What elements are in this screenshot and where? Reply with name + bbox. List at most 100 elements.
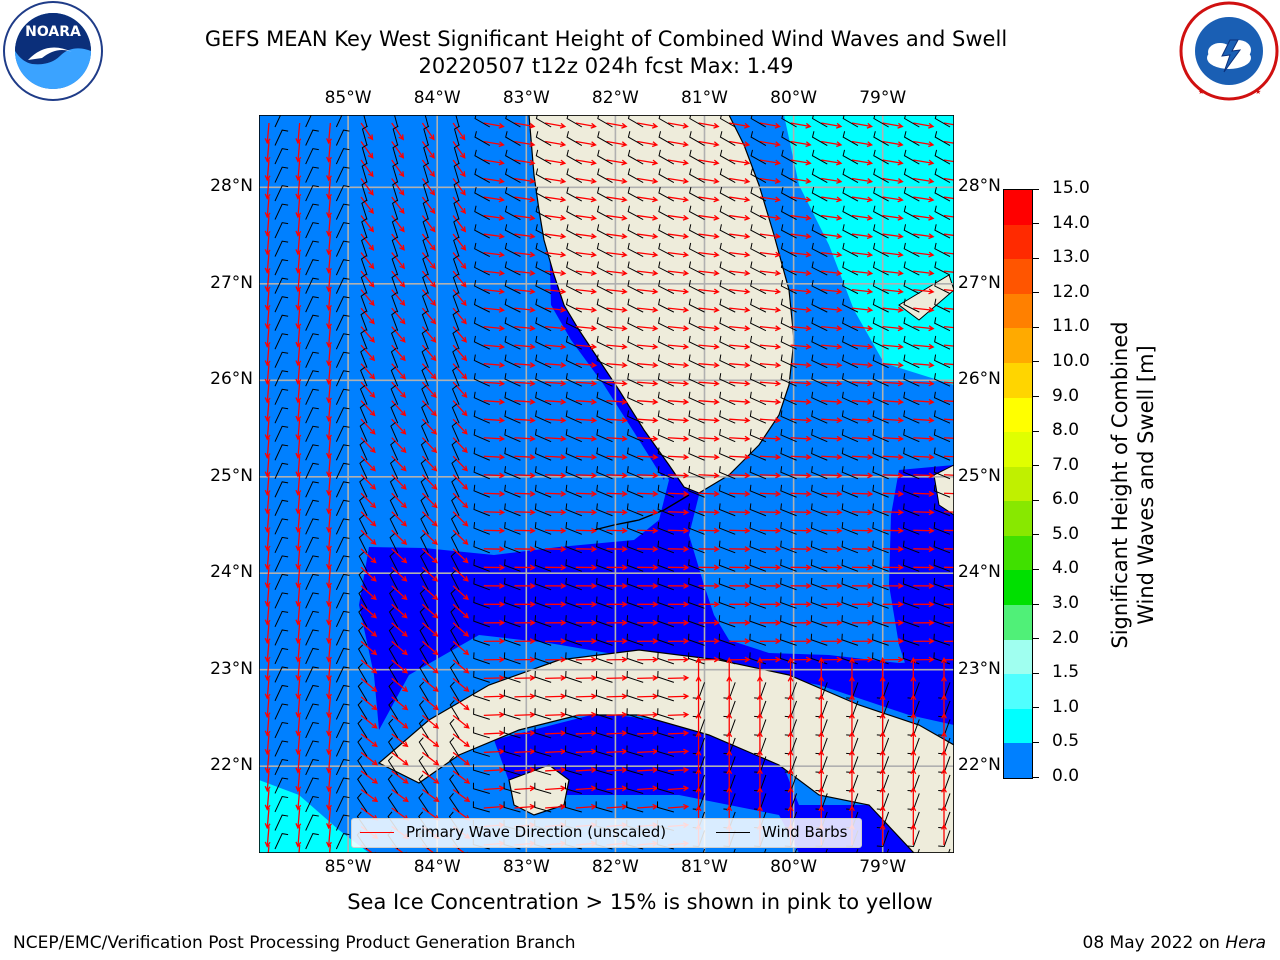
wave-direction-arrow <box>421 270 436 288</box>
wind-barb <box>872 559 889 572</box>
wind-barb <box>873 186 889 202</box>
colorbar-tick-label: 6.0 <box>1052 489 1080 510</box>
wave-direction-arrow <box>360 159 374 178</box>
wave-direction-arrow <box>790 601 812 608</box>
wind-barb <box>933 428 951 443</box>
wind-barb <box>565 354 583 369</box>
wind-barb <box>750 317 767 332</box>
wave-direction-arrow <box>729 177 751 184</box>
wind-barb <box>274 444 289 461</box>
wind-barb <box>780 410 797 424</box>
wind-barb <box>842 298 859 313</box>
wave-direction-arrow <box>545 325 567 332</box>
wind-barb <box>596 261 613 276</box>
wind-barb <box>418 737 429 757</box>
wind-barb <box>872 447 889 461</box>
wave-direction-arrow <box>575 454 598 461</box>
wave-direction-arrow <box>821 398 843 405</box>
wind-barb <box>422 162 429 183</box>
wave-direction-arrow <box>667 619 690 626</box>
wave-direction-arrow <box>360 788 379 803</box>
wave-direction-arrow <box>545 582 567 589</box>
wind-barb <box>335 351 350 368</box>
wind-barb <box>452 310 460 331</box>
wind-barb <box>719 149 736 165</box>
wave-direction-arrow <box>848 712 855 734</box>
wind-barb <box>453 125 460 146</box>
wave-direction-arrow <box>790 140 812 148</box>
wave-direction-arrow <box>729 527 751 534</box>
wind-barb <box>719 115 736 128</box>
wave-direction-arrow <box>943 622 954 624</box>
wave-direction-arrow <box>695 712 702 734</box>
wave-direction-arrow <box>295 252 302 274</box>
wind-barb <box>626 801 644 813</box>
wave-direction-arrow <box>326 733 332 756</box>
latitude-tick-label: 25°N <box>958 465 1001 486</box>
wave-direction-arrow <box>698 380 720 387</box>
wave-direction-arrow <box>851 270 874 276</box>
wind-barb <box>474 205 491 221</box>
wind-barb <box>390 421 399 442</box>
wave-direction-arrow <box>391 585 408 601</box>
wind-barb <box>566 149 583 165</box>
wave-direction-arrow <box>483 140 505 148</box>
wave-direction-arrow <box>391 159 405 178</box>
wave-direction-arrow <box>606 509 628 516</box>
wave-direction-arrow <box>882 325 904 332</box>
wind-barb <box>719 428 736 443</box>
wind-barb <box>780 503 797 517</box>
wave-direction-arrow <box>391 714 409 729</box>
wind-barb <box>657 354 675 369</box>
wave-direction-arrow <box>421 363 437 380</box>
wind-barb <box>503 726 521 739</box>
wind-barb <box>657 410 675 424</box>
wind-barb <box>688 559 705 572</box>
wave-direction-arrow <box>729 417 751 424</box>
wave-direction-arrow <box>941 805 947 827</box>
wind-barb <box>305 462 319 479</box>
wave-direction-arrow <box>391 751 409 766</box>
wind-barb <box>274 740 289 757</box>
wind-barb <box>780 335 797 350</box>
wind-barb <box>626 522 644 535</box>
wave-direction-arrow <box>575 490 598 497</box>
wave-direction-arrow <box>606 564 628 571</box>
sea-ice-note: Sea Ice Concentration > 15% is shown in … <box>347 890 933 914</box>
wave-direction-arrow <box>790 196 812 203</box>
wind-barb <box>903 242 920 258</box>
wind-barb <box>474 131 491 146</box>
wave-direction-arrow <box>667 214 690 221</box>
wind-barb <box>421 347 429 368</box>
wave-direction-arrow <box>326 585 332 608</box>
wave-direction-arrow <box>452 215 467 233</box>
wave-direction-arrow <box>452 548 469 564</box>
wind-barb <box>657 447 675 461</box>
wind-barb <box>873 224 889 239</box>
wind-barb <box>596 373 613 387</box>
wind-barb <box>934 354 951 369</box>
wave-direction-arrow <box>698 417 720 424</box>
wave-direction-arrow <box>483 214 505 221</box>
wave-direction-arrow <box>729 619 751 626</box>
wind-barb <box>933 373 951 387</box>
wave-direction-arrow <box>326 641 332 663</box>
wind-barb <box>688 373 705 387</box>
wave-direction-arrow <box>326 548 332 571</box>
wind-barb <box>274 536 289 554</box>
latitude-tick-label: 23°N <box>210 658 253 679</box>
wave-direction-arrow <box>575 214 597 221</box>
wave-direction-arrow <box>851 527 874 534</box>
wind-barb <box>811 280 828 295</box>
wave-direction-arrow <box>452 381 468 399</box>
wave-direction-arrow <box>606 177 628 184</box>
wind-barb <box>335 166 350 183</box>
wind-barb <box>360 347 368 368</box>
wind-barb <box>657 764 675 776</box>
latitude-tick-label: 24°N <box>210 562 253 583</box>
wind-barb <box>749 373 767 387</box>
wave-direction-arrow <box>821 343 843 350</box>
wind-barb <box>718 540 736 554</box>
wave-direction-arrow <box>360 418 376 435</box>
wind-barb <box>473 428 490 443</box>
